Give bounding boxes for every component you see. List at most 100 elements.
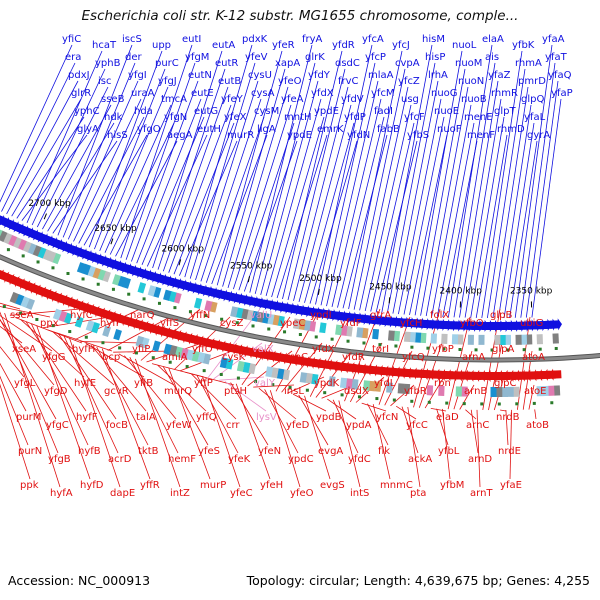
reverse-label-line (31, 323, 89, 446)
reverse-slot-block (397, 383, 405, 394)
scale-tick (247, 276, 251, 283)
reverse-marker (305, 388, 309, 392)
forward-label-line (115, 140, 178, 257)
reverse-label-line (442, 408, 451, 480)
forward-slot-block (451, 334, 459, 345)
reverse-gene-label: yfbL (438, 446, 460, 457)
reverse-marker (427, 400, 431, 404)
reverse-slot (305, 372, 313, 384)
reverse-gene-label: pta (410, 488, 426, 499)
forward-slot (112, 274, 121, 286)
reverse-slot (185, 349, 195, 361)
reverse-slot-block (490, 386, 497, 398)
reverse-label-line (292, 393, 327, 412)
reverse-gene-label: hyfA (50, 488, 73, 499)
forward-label-line (531, 98, 562, 318)
reverse-slot (374, 381, 382, 392)
reverse-label-line (0, 375, 29, 446)
reverse-marker (84, 335, 88, 339)
forward-label-line (520, 62, 556, 318)
forward-slot-block (91, 267, 101, 279)
forward-gene-label: pdxJ (68, 70, 90, 81)
scale-tick (178, 259, 182, 266)
forward-marker (522, 348, 526, 352)
reverse-gene-label: hyfC (70, 310, 93, 321)
forward-label-line (331, 98, 382, 307)
reverse-slot-block (455, 386, 462, 397)
reverse-gene-label: hyfF (76, 412, 98, 423)
forward-gene-label: nuoN (458, 76, 484, 87)
reverse-gene-label: atoA (522, 352, 545, 363)
forward-label-line (195, 80, 259, 281)
reverse-slot (363, 380, 370, 391)
forward-slot (204, 300, 213, 312)
reverse-label-line (63, 335, 119, 454)
reverse-slot (14, 294, 25, 306)
forward-marker (362, 341, 366, 345)
reverse-gene-label: atoB (526, 420, 549, 431)
forward-marker (442, 347, 446, 351)
forward-slot-block (526, 334, 533, 345)
forward-gene-label: eutI (182, 34, 201, 45)
forward-marker (506, 348, 510, 352)
forward-label-line (57, 44, 133, 236)
forward-slot (303, 320, 311, 331)
forward-marker (267, 327, 271, 331)
forward-gene-label: nuoL (452, 40, 477, 51)
reverse-gene-label: yfeS (198, 446, 220, 457)
map-title: Escherichia coli str. K-12 substr. MG165… (81, 8, 519, 24)
forward-label-line (179, 140, 238, 276)
reverse-gene-label: mnmC (380, 480, 413, 491)
reverse-label-line (0, 318, 57, 420)
forward-slot-block (409, 332, 416, 343)
forward-label-line (525, 80, 559, 318)
forward-gene-label: nuoM (455, 58, 482, 69)
forward-slot (27, 242, 37, 255)
forward-label-line (83, 134, 148, 246)
reverse-gene-label: glpB (490, 310, 512, 321)
forward-gene-label: rhmR (491, 88, 518, 99)
reverse-slot (180, 347, 189, 360)
reverse-marker (185, 365, 189, 369)
forward-slot (451, 334, 459, 345)
forward-slot (32, 244, 42, 257)
forward-marker (204, 314, 208, 318)
forward-gene-label: dsdC (335, 58, 360, 69)
reverse-gene-label: yfgG (42, 352, 66, 363)
forward-slot-block (457, 334, 464, 345)
reverse-slot (191, 350, 200, 362)
forward-label-line (398, 98, 442, 315)
reverse-marker (168, 360, 172, 364)
forward-slot (76, 262, 86, 274)
reverse-slot (169, 345, 178, 357)
reverse-label-line (185, 371, 235, 386)
forward-gene-label: ypdE (314, 106, 339, 117)
reverse-slot (152, 340, 161, 352)
forward-label-line (211, 134, 268, 285)
forward-label-line (31, 68, 106, 226)
forward-slot-block (387, 330, 395, 341)
forward-slot-block (419, 332, 427, 344)
reverse-slot-block (236, 360, 245, 372)
reverse-label-line (372, 404, 391, 480)
reverse-marker (288, 386, 292, 390)
forward-label-line (492, 86, 529, 319)
reverse-marker (515, 402, 519, 406)
reverse-marker (219, 372, 223, 376)
reverse-slot (368, 380, 376, 392)
reverse-slot-block (513, 386, 520, 397)
reverse-slot (202, 353, 211, 365)
forward-gene-label: ais (485, 52, 499, 63)
reverse-marker (445, 401, 449, 405)
forward-slot-block (52, 252, 62, 265)
forward-gene-label: ligA (257, 124, 276, 135)
forward-slot (478, 334, 485, 345)
forward-gene-label: yfdR (332, 40, 355, 51)
forward-slot (86, 265, 96, 278)
forward-slot-block (102, 270, 111, 283)
forward-slot-block (2, 232, 13, 245)
forward-slot-block (361, 327, 369, 339)
reverse-slot-block (248, 363, 256, 375)
reverse-slot-block (299, 372, 308, 383)
reverse-label-line (269, 390, 301, 488)
